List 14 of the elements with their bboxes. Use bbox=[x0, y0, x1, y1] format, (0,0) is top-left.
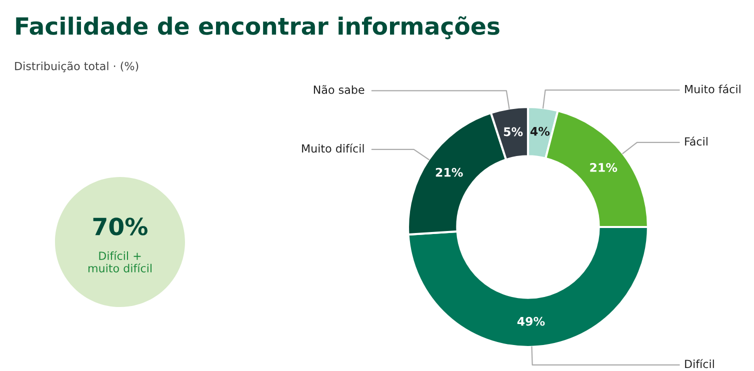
text: Distribuição total · (%) bbox=[15, 61, 138, 72]
data-label: 49% bbox=[517, 316, 545, 326]
slice-label: Não sabe bbox=[314, 85, 364, 94]
data-label: 21% bbox=[590, 163, 618, 172]
slice-label: Muito fácil bbox=[685, 84, 740, 94]
slice-label: Muito difícil bbox=[302, 144, 364, 153]
slice-label: Difícil bbox=[685, 359, 714, 368]
slice-label: Fácil bbox=[685, 136, 708, 146]
data-label: 5% bbox=[504, 127, 523, 136]
text: 70% bbox=[93, 218, 148, 236]
text: Difícil + muito difícil bbox=[88, 250, 152, 272]
data-label: 21% bbox=[436, 168, 463, 177]
chart-title: Facilidade de encontrar informações bbox=[16, 16, 500, 40]
data-label: 4% bbox=[530, 126, 550, 136]
